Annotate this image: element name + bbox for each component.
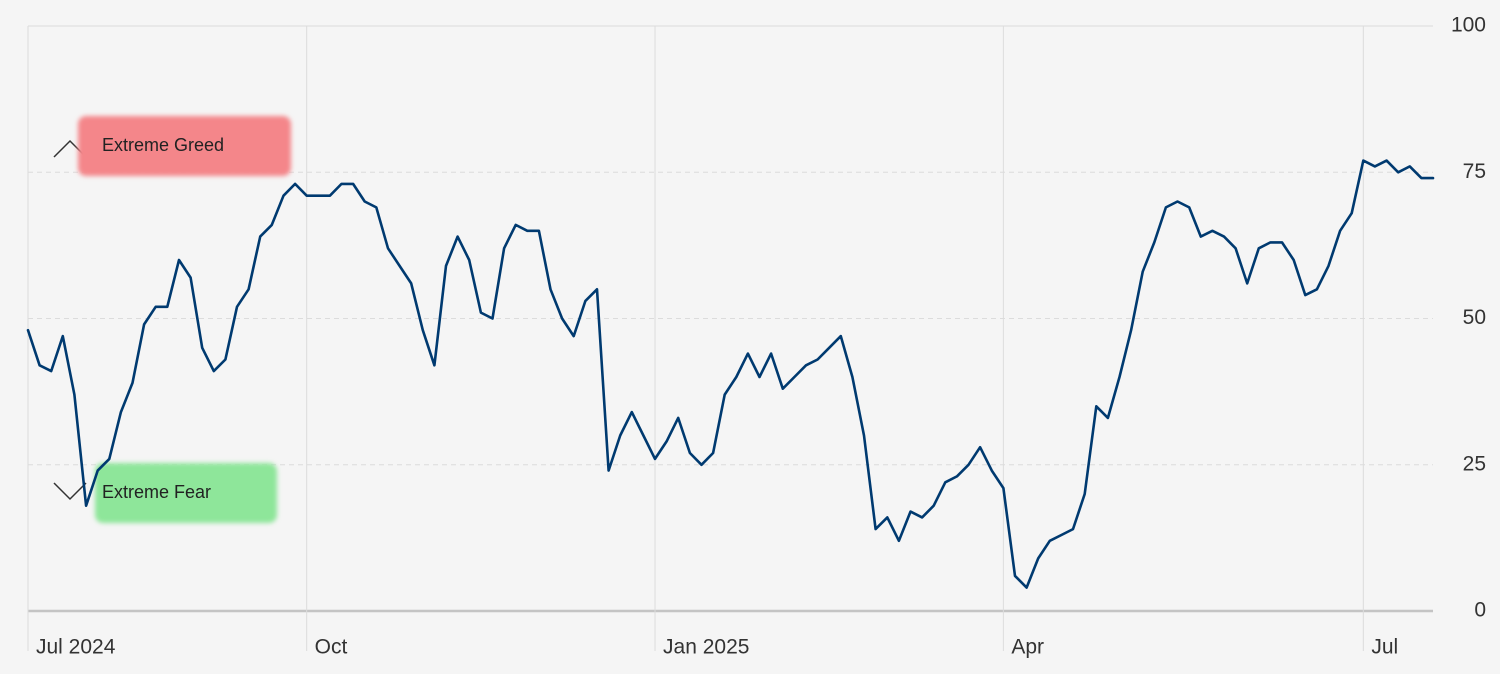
annotations: Extreme Greed Extreme Fear — [53, 116, 291, 523]
y-tick-label: 100 — [1451, 14, 1486, 37]
fear-chevron — [53, 482, 87, 501]
x-tick-label: Jul 2024 — [36, 636, 116, 659]
annotation-text: Extreme Greed — [102, 135, 224, 155]
marks — [26, 159, 1435, 589]
y-tick-label: 0 — [1474, 599, 1486, 622]
line-series — [26, 159, 1435, 589]
grid: 0 25 50 75 100 Jul 2024 Oct Jan 2025 Apr Jul — [27, 14, 1486, 659]
x-tick-label: Jul — [1371, 636, 1398, 659]
y-tick-label: 75 — [1463, 160, 1486, 183]
x-tick-label: Apr — [1011, 636, 1044, 659]
y-tick-label: 50 — [1463, 306, 1486, 329]
annotation-box — [78, 116, 291, 176]
x-tick-label: Jan 2025 — [663, 636, 749, 659]
annotation-box — [95, 463, 277, 523]
annotation-text: Extreme Fear — [102, 482, 211, 502]
y-tick-label: 25 — [1463, 452, 1486, 475]
x-tick-label: Oct — [315, 636, 348, 659]
